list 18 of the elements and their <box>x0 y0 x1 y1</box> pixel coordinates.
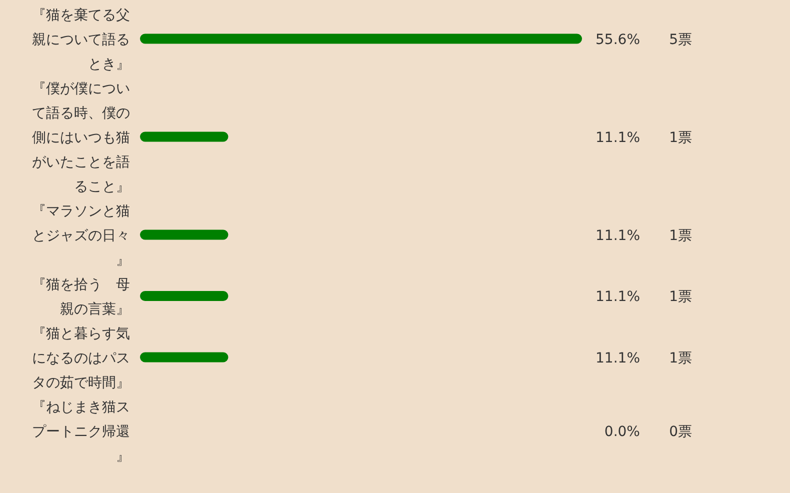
annotation: 5票 <box>669 32 692 48</box>
category-label: 『ねじまき猫スプートニク帰還』 <box>32 399 130 464</box>
annotation: 1票 <box>669 350 692 366</box>
category-label: 『猫を拾う 母親の言葉』 <box>32 276 130 318</box>
value-label: 55.6% <box>596 32 640 48</box>
value-label: 11.1% <box>596 350 640 366</box>
value-label: 11.1% <box>596 228 640 244</box>
category-label: 『猫を棄てる父親について語るとき』 <box>32 7 130 72</box>
value-label: 11.1% <box>596 289 640 305</box>
annotation: 1票 <box>669 228 692 244</box>
annotation: 0票 <box>669 424 692 440</box>
value-label: 0.0% <box>604 424 640 440</box>
category-label: 『猫と暮らす気になるのはパスタの茹で時間』 <box>32 326 130 391</box>
category-label: 『僕が僕について語る時、僕の側にはいつも猫がいたことを語ること』 <box>32 80 130 195</box>
annotation: 1票 <box>669 289 692 305</box>
annotation: 1票 <box>669 130 692 146</box>
category-label: 『マラソンと猫とジャズの日々』 <box>32 203 130 268</box>
value-label: 11.1% <box>596 130 640 146</box>
